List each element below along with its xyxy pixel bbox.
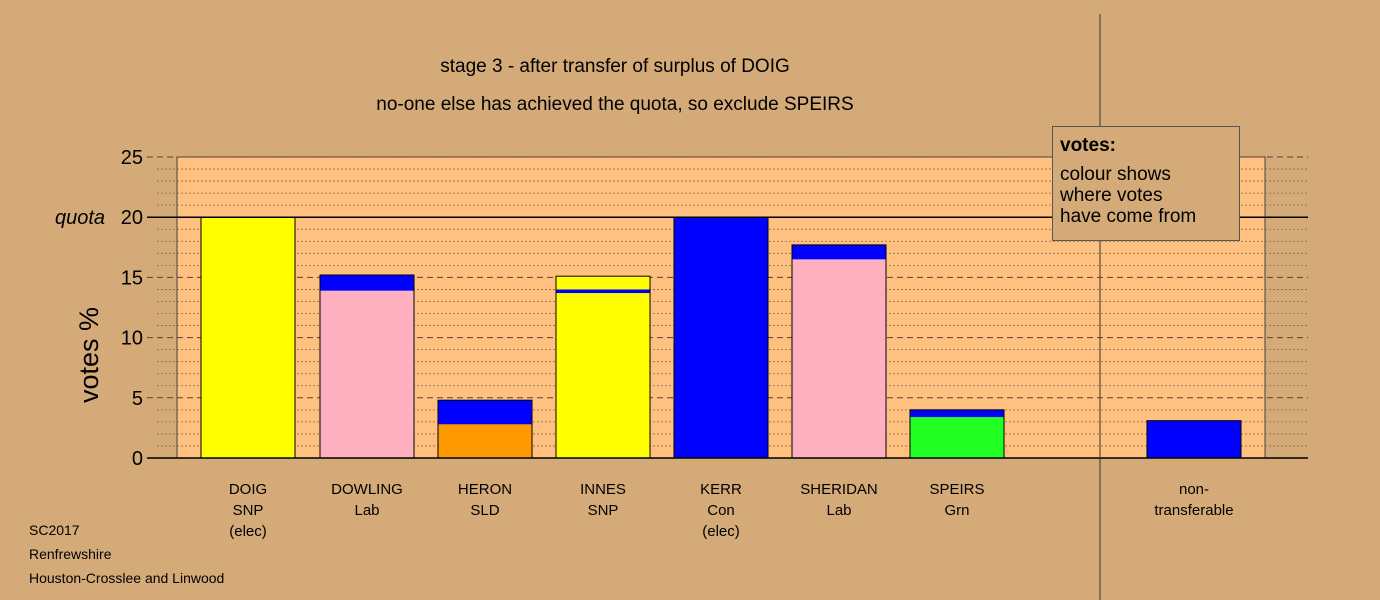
bar-segment [320,290,414,458]
quota-label: quota [55,207,105,229]
y-tick-label: 25 [121,147,143,169]
bar-segment [556,276,650,290]
category-label: Lab [354,502,379,519]
legend-title: votes: [1060,135,1116,156]
category-label: Con [707,502,735,519]
category-label: Lab [826,502,851,519]
bar-segment [910,409,1004,418]
footer-council: Renfrewshire [29,546,112,562]
legend-line-1: colour shows [1060,164,1171,185]
y-tick-label: 20 [121,207,143,229]
bar-segment [438,400,532,425]
bar-segment [556,289,650,294]
bar-segment [201,217,295,458]
category-label: non- [1179,481,1209,498]
category-label: DOWLING [331,481,403,498]
bar-segment [792,259,886,458]
footer-election: SC2017 [29,522,80,538]
y-tick-label: 10 [121,328,143,350]
bar-segment [438,424,532,458]
bar-segment [556,293,650,458]
category-label: DOIG [229,481,267,498]
category-label: KERR [700,481,742,498]
bar-segment [320,274,414,291]
chart-subtitle: no-one else has achieved the quota, so e… [376,94,853,115]
bar-segment [1147,420,1241,458]
category-label: (elec) [702,523,740,540]
category-label: SNP [233,502,264,519]
footer-ward: Houston-Crosslee and Linwood [29,570,225,586]
category-label: INNES [580,481,626,498]
chart-title: stage 3 - after transfer of surplus of D… [440,56,790,77]
bar-segment [792,244,886,260]
labels: 0 5 10 15 20 25 quota votes % stage 3 - after tr… [55,56,1234,540]
category-label: SNP [588,502,619,519]
legend: votes: colour shows where votes have com… [1052,126,1240,241]
bar-segment [910,417,1004,458]
bar-segment [674,217,768,458]
y-tick-label: 0 [132,448,143,470]
y-axis-label: votes % [74,307,104,403]
category-label: SLD [470,502,499,519]
category-label: HERON [458,481,512,498]
category-label: Grn [944,502,969,519]
category-label: SHERIDAN [800,481,878,498]
y-tick-label: 5 [132,388,143,410]
category-label: SPEIRS [929,481,984,498]
category-label: transferable [1154,502,1233,519]
bars [200,216,1242,459]
y-tick-label: 15 [121,267,143,289]
legend-line-2: where votes [1060,185,1163,206]
legend-line-3: have come from [1060,206,1197,227]
category-label: (elec) [229,523,267,540]
